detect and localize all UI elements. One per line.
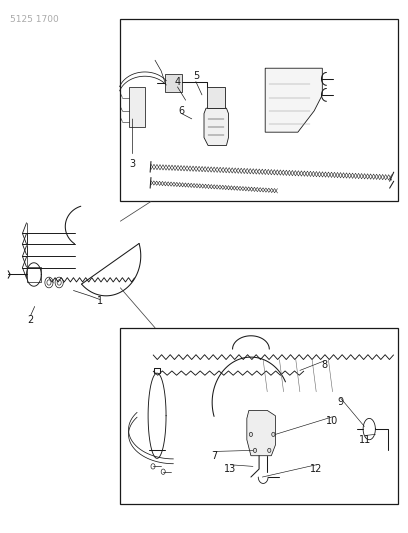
Text: 10: 10 [326, 416, 339, 426]
Text: 5125 1700: 5125 1700 [10, 15, 59, 24]
Polygon shape [204, 108, 228, 146]
Bar [129, 87, 145, 127]
Circle shape [272, 432, 275, 437]
Bar [165, 74, 182, 92]
Circle shape [161, 469, 165, 474]
Text: 5: 5 [193, 71, 199, 81]
Circle shape [47, 280, 51, 285]
Text: 6: 6 [178, 106, 185, 116]
Text: 2: 2 [27, 315, 34, 325]
Bar [120, 328, 398, 504]
Text: 9: 9 [337, 398, 344, 407]
Circle shape [253, 448, 257, 453]
Circle shape [268, 448, 271, 453]
Text: 11: 11 [359, 435, 371, 445]
Text: 12: 12 [310, 464, 322, 474]
Text: 4: 4 [174, 77, 181, 86]
Text: 3: 3 [129, 119, 136, 169]
Bar [120, 19, 398, 201]
Polygon shape [265, 68, 322, 132]
Bar [27, 266, 41, 282]
Circle shape [249, 432, 253, 437]
Circle shape [151, 464, 155, 469]
Circle shape [57, 280, 61, 285]
Polygon shape [207, 87, 225, 108]
Text: 13: 13 [224, 464, 237, 474]
Text: 7: 7 [211, 451, 217, 461]
Text: 1: 1 [97, 296, 103, 306]
Polygon shape [247, 410, 275, 456]
Text: 8: 8 [321, 360, 328, 370]
